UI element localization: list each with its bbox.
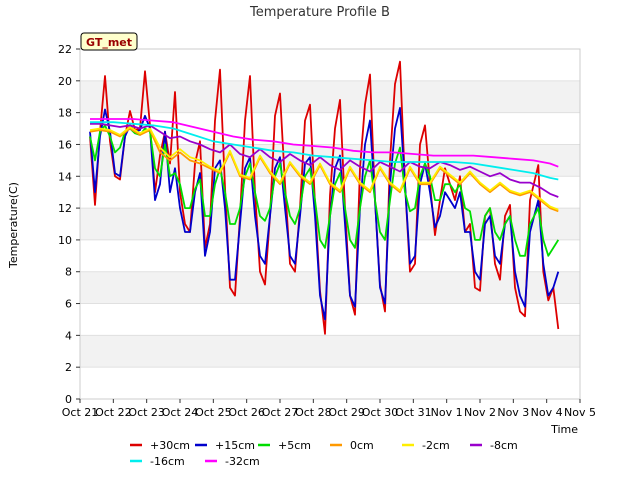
x-tick-label: Nov 1 [431,406,463,419]
background-bands [80,49,580,399]
x-tick-label: Oct 29 [328,406,365,419]
legend-item: +30cm [130,439,190,452]
grid-band [80,303,580,336]
x-tick-label: Nov 4 [531,406,563,419]
x-tick-label: Oct 21 [62,406,99,419]
legend-label: +30cm [150,439,190,452]
y-tick-label: 0 [65,393,72,406]
legend: +30cm +15cm +5cm 0cm -2cm -8cm -16cm -32cm [130,439,518,468]
legend-label: +15cm [215,439,255,452]
y-tick-label: 8 [65,266,72,279]
y-tick-label: 20 [58,75,72,88]
legend-item: -2cm [402,439,450,452]
plot-frame [79,48,581,400]
series-line-16cm [90,121,559,181]
x-tick-label: Oct 28 [295,406,332,419]
x-tick-label: Oct 31 [395,406,432,419]
y-tick-label: 2 [65,361,72,374]
y-tick-label: 16 [58,138,72,151]
y-tick-label: 10 [58,234,72,247]
x-tick-label: Oct 30 [362,406,399,419]
x-tick-label: Oct 25 [195,406,232,419]
legend-item: +5cm [258,439,311,452]
y-tick-label: 12 [58,202,72,215]
x-tick-label: Nov 5 [564,406,596,419]
series-line-30cm [89,60,560,335]
x-tick-label: Oct 23 [128,406,165,419]
grid-band [80,271,580,304]
y-tick-label: 18 [58,107,72,120]
legend-item: -8cm [470,439,518,452]
grid-band [80,80,580,113]
y-axis-title: Temperature(C) [7,182,20,269]
x-tick-label: Oct 24 [162,406,199,419]
site-tag: GT_met [80,32,138,51]
y-axis-ticks: 0 2 4 6 8 10 12 14 16 18 20 22 [58,43,80,406]
grid-band [80,49,580,81]
series-line-8cm [90,122,559,198]
x-tick-label: Oct 26 [228,406,265,419]
x-tick-label: Nov 3 [497,406,529,419]
y-tick-label: 6 [65,298,72,311]
x-tick-label: Nov 2 [464,406,496,419]
y-tick-label: 22 [58,43,72,56]
grid-band [80,144,580,177]
legend-item: 0cm [330,439,374,452]
legend-label: -8cm [490,439,518,452]
legend-label: -16cm [150,455,185,468]
y-tick-label: 4 [65,329,72,342]
legend-item: -32cm [205,455,260,468]
site-tag-box [80,32,138,51]
x-tick-label: Oct 22 [95,406,132,419]
grid-band [80,335,580,368]
x-tick-label: Oct 27 [262,406,299,419]
legend-label: -2cm [422,439,450,452]
legend-label: -32cm [225,455,260,468]
series-line-5cm [89,124,560,257]
chart-title: Temperature Profile B [249,5,390,20]
legend-item: -16cm [130,455,185,468]
legend-label: +5cm [278,439,311,452]
legend-item: +15cm [195,439,255,452]
legend-label: 0cm [350,439,374,452]
x-axis-title: Time [550,423,578,436]
series-line-2cm [89,126,559,211]
series-line-32cm [90,118,559,168]
y-tick-label: 14 [58,170,72,183]
grid-band [80,367,580,399]
series-lines [89,60,560,335]
grid-band [80,239,580,272]
site-tag-label: GT_met [86,36,132,49]
